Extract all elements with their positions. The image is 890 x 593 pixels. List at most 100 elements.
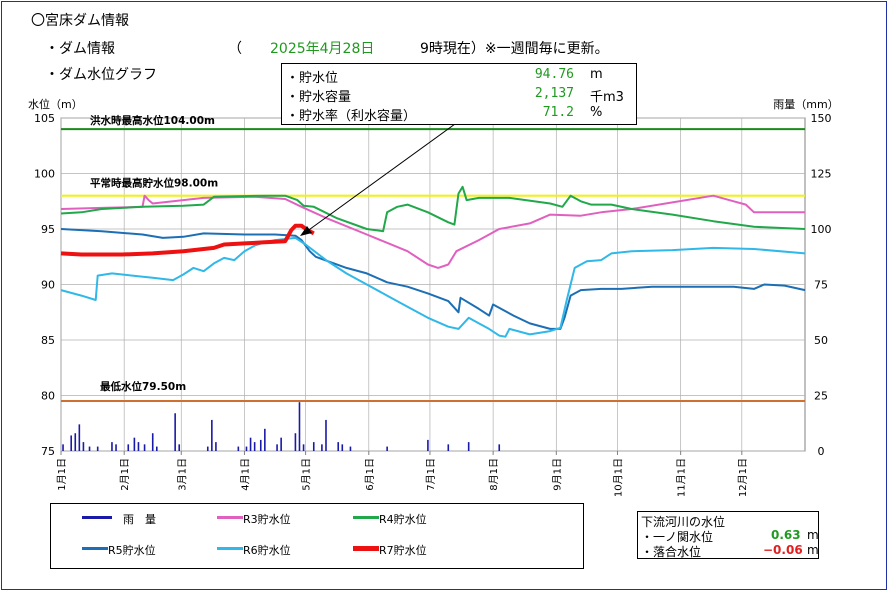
storage-volume-row: ・貯水容量 2,137 千m3 <box>286 86 634 105</box>
series-line-r5 <box>60 228 806 330</box>
rain-bar <box>74 433 77 451</box>
rain-bar <box>447 444 450 451</box>
legend-swatch-r5 <box>82 547 108 550</box>
rain-bar <box>206 446 209 451</box>
rain-bar <box>276 444 278 451</box>
rain-bar <box>137 442 140 451</box>
legend-swatch-r6 <box>217 547 243 550</box>
right-tick-label: 75 <box>814 279 828 292</box>
right-axis-title: 雨量（mm） <box>773 98 838 111</box>
rain-bar <box>386 446 388 451</box>
storage-rate-label: ・貯水率（利水容量） <box>286 109 417 124</box>
graph-heading: ・ダム水位グラフ <box>45 67 157 83</box>
right-tick-label: 100 <box>811 223 832 236</box>
rain-bar <box>294 433 297 451</box>
rain-bar <box>349 446 352 451</box>
series-line-r7 <box>60 223 315 257</box>
x-tick-label: 4月1日 <box>239 458 251 491</box>
x-tick-label: 5月1日 <box>301 458 313 491</box>
right-tick-label: 125 <box>811 168 832 181</box>
left-axis-title: 水位（m） <box>28 97 83 111</box>
ichinoseki-row: ・一ノ関水位 0.63 m <box>641 528 819 545</box>
left-tick-label: 90 <box>41 279 55 292</box>
storage-volume-value: 2,137 <box>534 86 574 101</box>
storage-level-unit: m <box>590 67 603 82</box>
rain-bar <box>78 424 81 451</box>
left-tick-label: 100 <box>34 168 55 181</box>
left-tick-label: 85 <box>41 334 55 347</box>
chart-legend: 雨 量 R3貯水位 R4貯水位 R5貯水位 R6貯水位 R7貯水位 <box>50 503 584 569</box>
series-line-r4 <box>60 185 806 233</box>
x-tick-label: 10月1日 <box>612 458 624 497</box>
rain-bar <box>337 442 340 451</box>
ichinoseki-unit: m <box>807 528 819 542</box>
storage-level-value: 94.76 <box>534 67 574 82</box>
arrow-shaft <box>305 123 456 233</box>
rain-bar <box>133 437 136 451</box>
update-time-note: 9時現在）※一週間毎に更新。 <box>420 41 609 57</box>
ref-label-flood: 洪水時最高水位104.00m <box>90 114 215 127</box>
axes: 75 0 80 25 85 50 90 75 95 100 100 125 105 150 1月1日 2月1日… <box>34 112 832 497</box>
ochiai-unit: m <box>807 543 819 557</box>
rain-bar <box>245 446 248 451</box>
left-tick-label: 75 <box>41 445 55 458</box>
rain-bar <box>70 435 72 451</box>
rain-bar <box>467 442 470 451</box>
rain-bar <box>151 433 154 451</box>
rain-bar <box>215 442 217 451</box>
rain-bar <box>341 444 344 451</box>
legend-swatch-r4 <box>353 516 379 519</box>
legend-swatch-rain <box>82 516 112 519</box>
x-tick-label: 1月1日 <box>56 458 68 491</box>
rain-bar <box>264 428 266 451</box>
legend-label-rain: 雨 量 <box>123 513 156 526</box>
legend-label-r5: R5貯水位 <box>108 544 156 557</box>
rain-bar <box>249 437 252 451</box>
left-tick-label: 105 <box>34 112 55 125</box>
ref-label-normal: 平常時最高貯水位98.00m <box>90 177 218 190</box>
date-open-paren: （ <box>228 41 242 57</box>
right-tick-label: 0 <box>818 445 825 458</box>
ichinoseki-value: 0.63 <box>771 528 801 542</box>
dam-info-heading: ・ダム情報 <box>45 41 115 57</box>
rain-bar <box>88 446 91 451</box>
update-date: 2025年4月28日 <box>270 41 375 57</box>
legend-label-r6: R6貯水位 <box>243 544 291 557</box>
page-title: 〇宮床ダム情報 <box>31 13 129 29</box>
rain-bar <box>156 446 158 451</box>
ochiai-value: −0.06 <box>763 543 803 557</box>
left-tick-label: 80 <box>41 390 55 403</box>
legend-label-r4: R4貯水位 <box>379 513 427 526</box>
downstream-river-box: 下流河川の水位 ・一ノ関水位 0.63 m ・落合水位 −0.06 m <box>637 511 819 559</box>
storage-rate-unit: % <box>590 105 603 120</box>
right-tick-label: 25 <box>814 390 828 403</box>
storage-level-row: ・貯水位 94.76 m <box>286 67 634 86</box>
arrow-head <box>300 226 312 236</box>
x-tick-label: 8月1日 <box>488 458 500 491</box>
legend-label-r7: R7貯水位 <box>379 544 427 557</box>
x-tick-label: 11月1日 <box>676 458 688 497</box>
right-tick-label: 150 <box>811 112 832 125</box>
rain-bar <box>325 419 327 451</box>
storage-rate-row: ・貯水率（利水容量） 71.2 % <box>286 105 634 124</box>
storage-level-label: ・貯水位 <box>286 71 339 86</box>
series-lines <box>60 185 806 338</box>
ref-label-min: 最低水位79.50m <box>100 380 186 393</box>
current-status-box: ・貯水位 94.76 m ・貯水容量 2,137 千m3 ・貯水率（利水容量） … <box>281 63 637 125</box>
rain-bar <box>298 402 301 451</box>
rain-bar <box>178 444 181 451</box>
ochiai-row: ・落合水位 −0.06 m <box>641 543 819 560</box>
rain-bar <box>321 444 323 451</box>
rain-bar <box>302 444 305 451</box>
left-tick-label: 95 <box>41 223 55 236</box>
rain-bar <box>211 419 213 451</box>
legend-swatch-r7 <box>353 546 379 551</box>
rain-bar <box>174 413 176 451</box>
x-tick-label: 3月1日 <box>176 458 188 491</box>
legend-swatch-r3 <box>217 516 243 519</box>
rain-bar <box>143 444 146 451</box>
rain-bar <box>127 444 130 451</box>
reference-lines: 洪水時最高水位104.00m 平常時最高貯水位98.00m 最低水位79.50m <box>61 114 805 403</box>
